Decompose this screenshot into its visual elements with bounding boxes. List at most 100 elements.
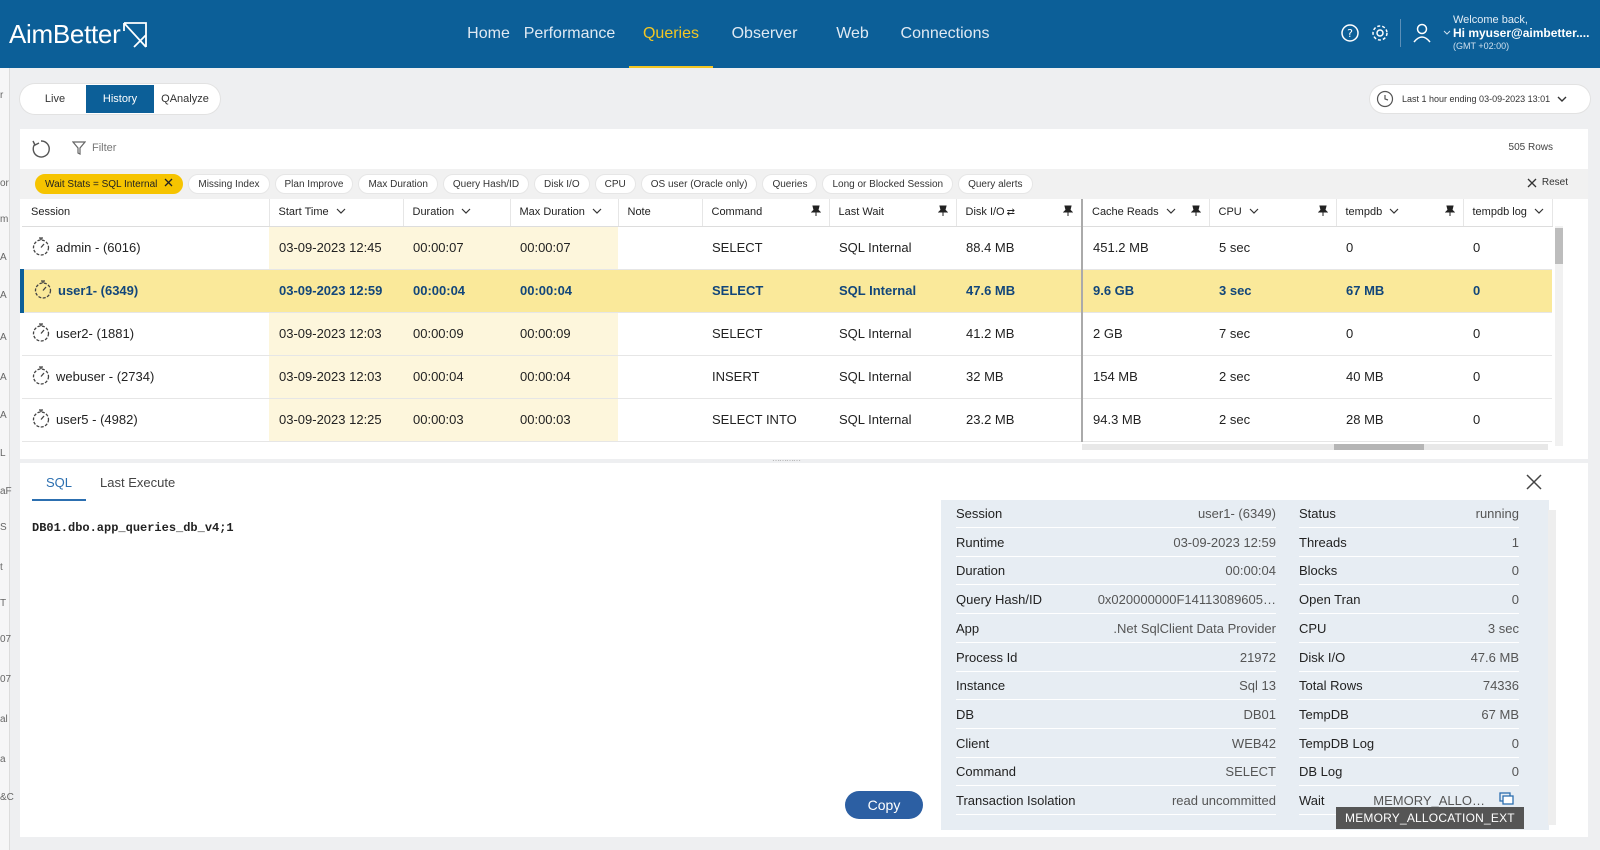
pin-icon[interactable] [1190, 205, 1201, 220]
sort-chevron-icon[interactable] [1159, 206, 1176, 218]
table-cell[interactable]: SELECT [702, 226, 829, 270]
filter-chip[interactable]: Wait Stats = SQL Internal [35, 174, 184, 194]
filter-chip[interactable]: Disk I/O [534, 174, 590, 194]
table-cell[interactable]: 47.6 MB [956, 269, 1082, 313]
sort-chevron-icon[interactable] [585, 206, 602, 218]
column-header-disk-i-o[interactable]: Disk I/O ⇄ [956, 199, 1083, 227]
table-cell[interactable]: SELECT INTO [702, 398, 829, 442]
table-row[interactable]: user2- (1881) 03-09-2023 12:03 00:00:09 00:… [22, 312, 1553, 356]
user-avatar-icon[interactable] [1411, 22, 1433, 44]
mode-qanalyze[interactable]: QAnalyze [161, 93, 209, 105]
aimbetter-logo[interactable]: AimBetter [9, 19, 148, 50]
column-header-session[interactable]: Session [22, 199, 270, 227]
table-horizontal-scrollbar[interactable] [1082, 444, 1548, 450]
table-cell[interactable]: 451.2 MB [1081, 226, 1209, 270]
table-cell[interactable]: 03-09-2023 12:03 [269, 355, 403, 399]
table-row[interactable]: admin - (6016) 03-09-2023 12:45 00:00:07 00… [22, 226, 1553, 270]
sort-chevron-icon[interactable] [1242, 206, 1259, 218]
table-cell[interactable]: 00:00:03 [403, 398, 510, 442]
column-header-cpu[interactable]: CPU [1209, 199, 1337, 227]
table-cell[interactable]: 3 sec [1209, 269, 1336, 313]
table-cell[interactable] [618, 312, 702, 356]
table-cell[interactable]: 03-09-2023 12:25 [269, 398, 403, 442]
table-cell[interactable]: 7 sec [1209, 312, 1336, 356]
table-cell[interactable]: 40 MB [1336, 355, 1463, 399]
reset-button[interactable]: Reset [1527, 177, 1568, 188]
column-header-cache-reads[interactable]: Cache Reads [1081, 199, 1210, 227]
table-cell[interactable]: SELECT [702, 269, 829, 313]
table-row[interactable]: user5 - (4982) 03-09-2023 12:25 00:00:03 00… [22, 398, 1553, 442]
table-cell[interactable]: SELECT [702, 312, 829, 356]
table-cell[interactable]: 88.4 MB [956, 226, 1082, 270]
pin-icon[interactable] [1444, 205, 1455, 220]
column-header-start-time[interactable]: Start Time [269, 199, 404, 227]
table-cell[interactable]: 0 [1336, 312, 1463, 356]
table-cell[interactable]: 0 [1463, 355, 1553, 399]
table-cell[interactable]: 9.6 GB [1081, 269, 1209, 313]
nav-queries[interactable]: Queries [629, 0, 713, 68]
nav-performance[interactable]: Performance [523, 25, 616, 42]
filter-button[interactable]: Filter [72, 140, 116, 156]
details-vertical-scrollbar[interactable] [1548, 510, 1556, 825]
filter-chip[interactable]: OS user (Oracle only) [640, 174, 758, 194]
table-cell[interactable]: 0 [1336, 226, 1463, 270]
nav-web[interactable]: Web [836, 25, 869, 42]
table-cell[interactable] [618, 355, 702, 399]
column-header-tempdb[interactable]: tempdb [1336, 199, 1464, 227]
filter-chip[interactable]: Max Duration [358, 174, 438, 194]
table-cell[interactable]: 67 MB [1336, 269, 1463, 313]
pin-icon[interactable] [810, 205, 821, 220]
column-header-note[interactable]: Note [618, 199, 703, 227]
table-cell[interactable]: 2 sec [1209, 398, 1336, 442]
table-cell[interactable]: 5 sec [1209, 226, 1336, 270]
table-cell[interactable]: 41.2 MB [956, 312, 1082, 356]
help-icon[interactable]: ? [1340, 23, 1360, 43]
table-cell[interactable] [618, 398, 702, 442]
table-row[interactable]: user1- (6349) 03-09-2023 12:59 00:00:04 00:… [20, 269, 1553, 313]
column-header-tempdb-log[interactable]: tempdb log [1463, 199, 1553, 227]
pin-icon[interactable] [1062, 205, 1074, 220]
copy-value-icon[interactable] [1485, 792, 1519, 809]
table-cell[interactable] [618, 226, 702, 270]
refresh-icon[interactable] [30, 138, 52, 160]
table-cell[interactable]: 00:00:09 [403, 312, 510, 356]
nav-home[interactable]: Home [467, 25, 510, 42]
table-cell[interactable]: 00:00:09 [510, 312, 618, 356]
table-cell[interactable]: 03-09-2023 12:03 [269, 312, 403, 356]
table-cell[interactable]: 00:00:04 [403, 355, 510, 399]
sort-arrows-icon[interactable]: ⇄ [1006, 206, 1016, 218]
filter-chip[interactable]: Query alerts [958, 174, 1033, 194]
table-cell[interactable]: 03-09-2023 12:45 [269, 226, 403, 270]
user-welcome[interactable]: Welcome back, Hi myuser@aimbetter.... (G… [1453, 14, 1589, 53]
table-cell[interactable]: 00:00:04 [510, 355, 618, 399]
table-cell[interactable]: 94.3 MB [1081, 398, 1209, 442]
close-details-icon[interactable] [1525, 473, 1543, 491]
sort-chevron-icon[interactable] [454, 206, 471, 218]
time-range-selector[interactable]: Last 1 hour ending 03-09-2023 13:01 [1370, 85, 1590, 113]
table-cell[interactable]: SQL Internal [829, 226, 956, 270]
filter-chip[interactable]: Query Hash/ID [442, 174, 530, 194]
sql-text[interactable]: DB01.dbo.app_queries_db_v4;1 [32, 521, 234, 535]
filter-chip[interactable]: Long or Blocked Session [822, 174, 954, 194]
table-cell[interactable]: 28 MB [1336, 398, 1463, 442]
pin-icon[interactable] [1317, 205, 1328, 220]
column-header-last-wait[interactable]: Last Wait [829, 199, 957, 227]
table-cell[interactable]: 03-09-2023 12:59 [269, 269, 403, 313]
tab-sql[interactable]: SQL [32, 469, 87, 501]
table-cell[interactable]: 00:00:04 [403, 269, 510, 313]
table-cell[interactable]: 00:00:07 [510, 226, 618, 270]
table-cell[interactable]: 0 [1463, 312, 1553, 356]
table-cell[interactable]: SQL Internal [829, 269, 956, 313]
table-cell[interactable]: 23.2 MB [956, 398, 1082, 442]
mode-live[interactable]: Live [44, 93, 66, 105]
chevron-down-icon[interactable] [1443, 29, 1451, 37]
pin-icon[interactable] [937, 205, 948, 220]
sort-chevron-icon[interactable] [1382, 206, 1399, 218]
table-cell[interactable]: SQL Internal [829, 312, 956, 356]
table-cell[interactable]: 00:00:03 [510, 398, 618, 442]
table-cell[interactable]: 32 MB [956, 355, 1082, 399]
table-cell[interactable]: 154 MB [1081, 355, 1209, 399]
table-cell[interactable]: user1- (6349) [20, 269, 269, 313]
filter-chip[interactable]: Queries [762, 174, 818, 194]
